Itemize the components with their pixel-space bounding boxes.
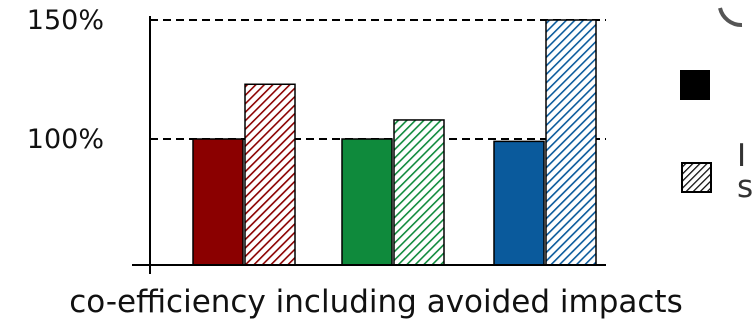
legend-swatch-hatched xyxy=(681,162,712,193)
legend-swatch-solid xyxy=(680,70,710,100)
hatched-bar-2 xyxy=(393,119,445,266)
solid-bar-2 xyxy=(341,138,393,266)
reference-lines xyxy=(150,19,606,140)
legend-text-fragment-2: s xyxy=(737,169,752,205)
y-tick-labels: 100% 150% xyxy=(27,5,104,155)
bars xyxy=(192,19,597,266)
solid-bar-1 xyxy=(192,138,244,266)
legend-circle-fragment xyxy=(718,7,743,28)
hatched-bar-1 xyxy=(244,83,296,266)
hatched-bar-3 xyxy=(545,19,597,266)
x-axis-label: co-efficiency including avoided impacts xyxy=(69,284,683,320)
solid-bar-3 xyxy=(493,140,545,266)
legend-text-fragment-1: I xyxy=(737,138,746,174)
y-tick-label: 150% xyxy=(27,5,104,36)
legend: I s xyxy=(680,7,752,205)
y-tick-label: 100% xyxy=(27,124,104,155)
